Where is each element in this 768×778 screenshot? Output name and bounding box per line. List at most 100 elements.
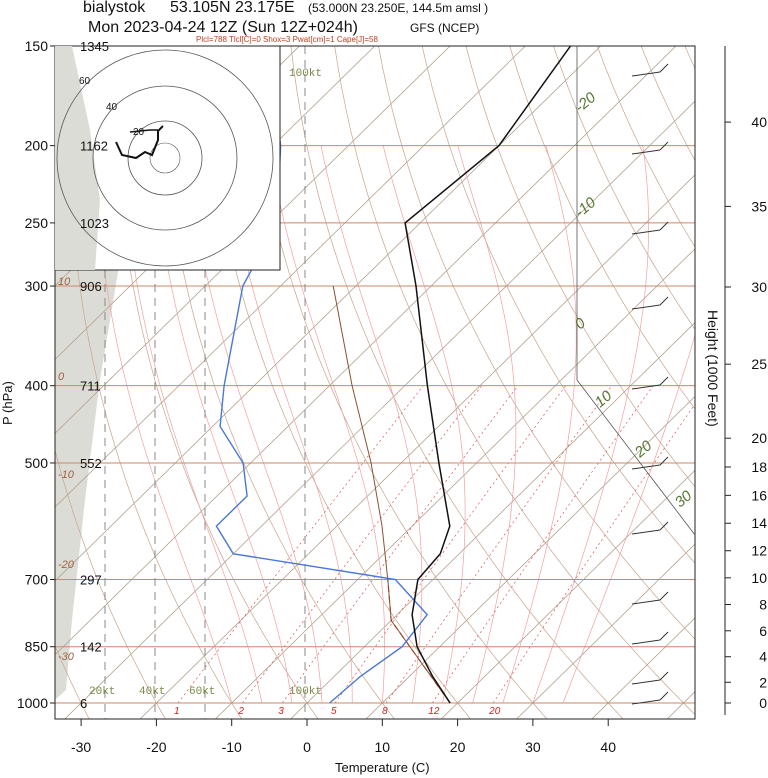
isotherm-line	[365, 395, 695, 719]
wind-barb-flag	[659, 296, 669, 306]
moist-adiabat-line	[94, 145, 233, 704]
height-tick-label: 16	[751, 487, 767, 503]
dry-adiabat-line	[55, 644, 90, 719]
height-axis-title: Height (1000 Feet)	[705, 310, 721, 427]
hodograph-label-40: 40	[106, 102, 118, 113]
pressure-tick-label: 400	[25, 378, 49, 394]
isotach-label: 20kt	[89, 686, 115, 698]
mixing-ratio-label: 3	[278, 706, 284, 717]
pressure-tick-label: 300	[25, 278, 49, 294]
isotherm-line	[440, 469, 695, 719]
wind-barbs	[631, 63, 669, 705]
moist-adiabat-line	[268, 145, 385, 704]
isotherm-line	[214, 248, 695, 719]
hodograph-ring-20	[127, 120, 203, 196]
isotherm-line	[55, 46, 376, 361]
hodograph-label-20: 20	[133, 127, 145, 138]
mixing-ratio-line	[282, 385, 519, 704]
height-tick-label: 20	[751, 430, 767, 446]
wind-barb-flag	[659, 691, 669, 701]
height-tick-label: 8	[759, 596, 767, 612]
run-time: Mon 2023-04-24 12Z (Sun 12Z+024h)	[88, 19, 358, 36]
lifted-parcel-line	[332, 285, 451, 704]
level-height-label: 6	[80, 696, 87, 711]
height-tick-label: 35	[751, 198, 767, 214]
moist-adiabat-line	[121, 145, 263, 704]
wind-barb	[631, 699, 661, 705]
dry-adiabat-line	[55, 448, 166, 719]
moist-adiabat-line	[320, 145, 423, 704]
mixing-ratio-label: 12	[428, 706, 440, 717]
y-axis-title: P (hPa)	[0, 381, 15, 425]
hodograph-trace	[115, 125, 164, 160]
moist-adiabat-line	[151, 145, 293, 704]
height-tick-label: 4	[759, 649, 767, 665]
x-tick-label: 40	[600, 739, 616, 755]
wind-barb	[631, 304, 661, 310]
isotherm-line	[55, 46, 526, 508]
moist-adiabat-line	[502, 145, 577, 704]
x-tick-label: 0	[303, 739, 311, 755]
hodograph-ring-40	[92, 85, 238, 231]
model-name: GFS (NCEP)	[410, 21, 479, 35]
mixing-ratio-label: 1	[174, 706, 180, 717]
dry-adiabat-line	[465, 46, 695, 488]
height-tick-label: 18	[751, 459, 767, 475]
wind-barb	[631, 464, 661, 470]
wind-barb-flag	[659, 141, 669, 151]
level-height-label: 142	[80, 640, 102, 655]
isotherm-line	[55, 46, 602, 582]
height-axis: 0 2 4 6 8 10 12 14 16 18 20 25 30 35 40	[725, 114, 767, 711]
wind-barb-flag	[659, 631, 669, 641]
wind-barb-flag	[659, 456, 669, 466]
level-height-label: 711	[80, 379, 101, 394]
x-tick-label: 30	[525, 739, 541, 755]
dry-adiabat-line	[290, 46, 624, 719]
height-tick-label: 14	[751, 515, 767, 531]
mixing-ratio-label: 5	[331, 706, 337, 717]
x-axis-title: Temperature (C)	[335, 760, 430, 775]
hodograph-label-60: 60	[79, 76, 91, 87]
moist-adiabat-line	[457, 145, 517, 704]
dry-adiabat-label: -20	[58, 559, 75, 571]
height-tick-label: 12	[751, 543, 767, 559]
wind-barb	[631, 384, 661, 390]
level-height-label: 1162	[80, 139, 108, 154]
isotherm-line	[64, 100, 695, 719]
wind-barb-flag	[659, 671, 669, 681]
isotherm-line	[290, 322, 695, 719]
frame-line	[576, 46, 696, 536]
isotach-label: 60kt	[189, 686, 215, 698]
temperature-axis: -30 -20 -10 0 10 20 30 40	[71, 719, 616, 755]
x-tick-label: -30	[71, 739, 91, 755]
moist-adiabat-line	[562, 334, 695, 704]
x-tick-label: 20	[450, 739, 466, 755]
station-coords: 53.105N 23.175E	[170, 0, 295, 16]
isotherm-line	[516, 543, 695, 719]
plot-border	[54, 45, 696, 720]
level-height-label: 552	[80, 456, 102, 471]
dry-adiabat-line	[378, 46, 695, 640]
pressure-axis: 150 1345 200 1162 250 1023 300 906 400 711 500 552 7…	[17, 38, 109, 711]
pressure-tick-label: 1000	[17, 695, 48, 711]
level-height-label: 1023	[80, 216, 109, 231]
pressure-tick-label: 200	[25, 138, 49, 154]
level-height-label: 906	[80, 279, 102, 294]
wind-barb-flag	[659, 63, 669, 73]
temperature-line	[404, 46, 572, 704]
wind-barb	[631, 599, 661, 605]
isotherm-line	[55, 46, 677, 656]
station-coords-detail: (53.000N 23.250E, 144.5m amsl )	[308, 1, 488, 15]
dry-adiabat-line	[421, 46, 695, 564]
x-tick-label: -10	[222, 739, 242, 755]
x-tick-label: -20	[146, 739, 166, 755]
pressure-tick-label: 150	[25, 38, 49, 54]
stability-indices: Plcl=788 Tlcl[C]=0 Shox=3 Pwat[cm]=1 Cap…	[196, 35, 379, 44]
wind-barb-flag	[659, 376, 669, 386]
height-tick-label: 40	[751, 114, 767, 130]
isotach-label: 40kt	[139, 686, 165, 698]
wind-barb-flag	[659, 591, 669, 601]
height-tick-label: 6	[759, 623, 767, 639]
wind-barb	[631, 679, 661, 685]
moist-adiabat-line	[382, 145, 466, 704]
